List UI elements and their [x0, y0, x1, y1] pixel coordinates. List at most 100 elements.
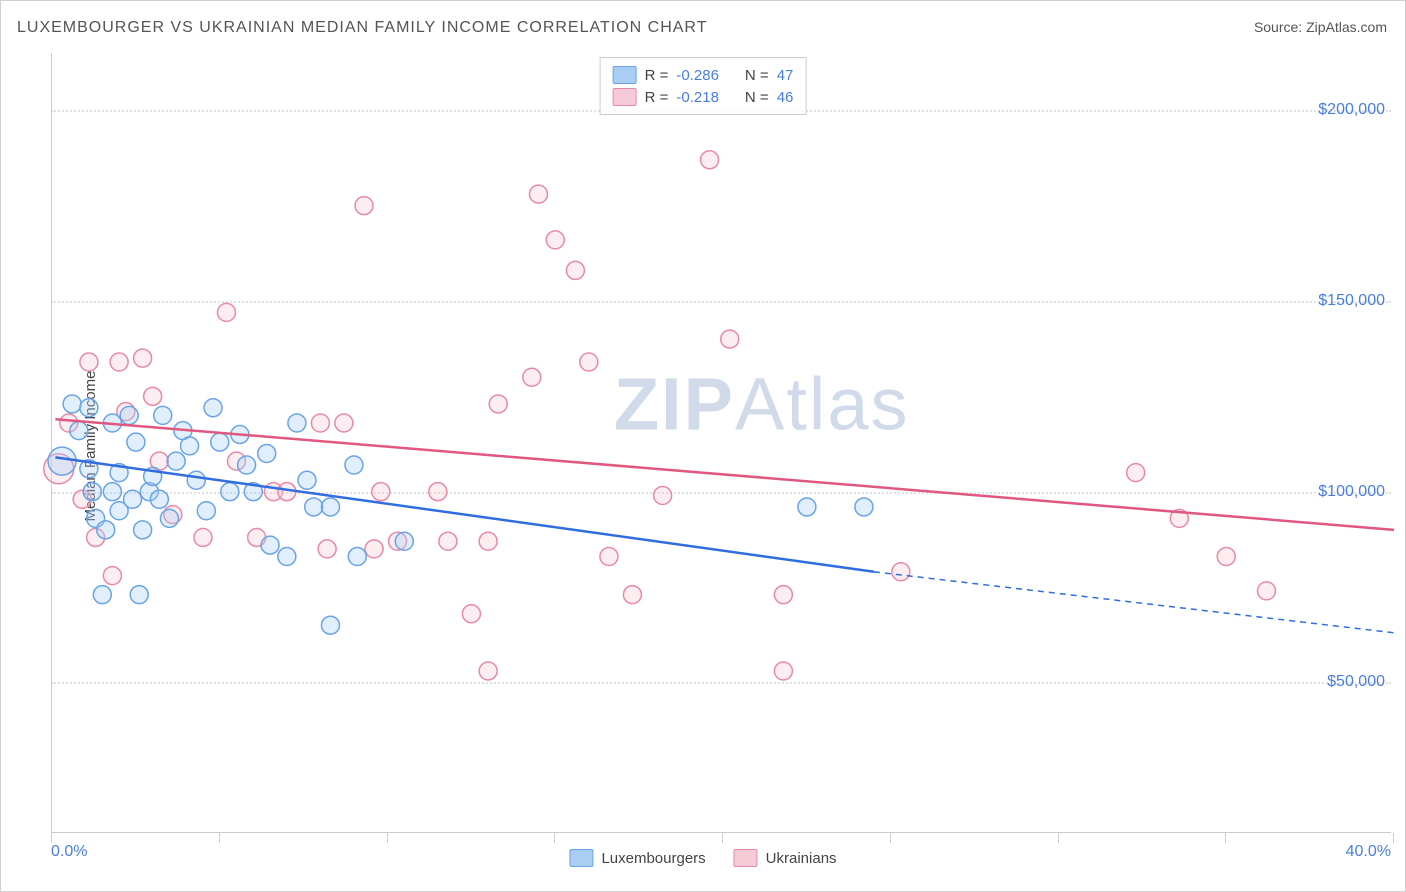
x-tick-mark [1393, 833, 1394, 843]
scatter-point [204, 399, 222, 417]
scatter-point [80, 353, 98, 371]
scatter-point [103, 567, 121, 585]
scatter-point [110, 353, 128, 371]
scatter-point [144, 387, 162, 405]
scatter-point [298, 471, 316, 489]
scatter-point [365, 540, 383, 558]
scatter-point [97, 521, 115, 539]
scatter-point [80, 399, 98, 417]
scatter-point [462, 605, 480, 623]
chart-container: LUXEMBOURGER VS UKRAINIAN MEDIAN FAMILY … [0, 0, 1406, 892]
scatter-point [348, 548, 366, 566]
scatter-point [479, 532, 497, 550]
r-label: R = [645, 89, 669, 106]
scatter-point [134, 521, 152, 539]
scatter-point [130, 586, 148, 604]
scatter-point [580, 353, 598, 371]
scatter-point [217, 303, 235, 321]
scatter-point [261, 536, 279, 554]
legend-swatch [613, 88, 637, 106]
scatter-point [48, 447, 76, 475]
scatter-point [395, 532, 413, 550]
x-tick-mark [554, 833, 555, 843]
correlation-legend-row: R = -0.286 N = 47 [613, 64, 794, 86]
scatter-point [187, 471, 205, 489]
scatter-point [70, 422, 88, 440]
scatter-point [258, 445, 276, 463]
scatter-point [355, 197, 373, 215]
scatter-point [83, 483, 101, 501]
scatter-point [600, 548, 618, 566]
n-value: 47 [777, 67, 794, 84]
x-max-label: 40.0% [1346, 843, 1391, 861]
scatter-point [288, 414, 306, 432]
x-tick-mark [51, 833, 52, 843]
scatter-point [345, 456, 363, 474]
x-tick-mark [387, 833, 388, 843]
x-tick-mark [219, 833, 220, 843]
x-min-label: 0.0% [51, 843, 87, 861]
scatter-point [318, 540, 336, 558]
scatter-point [93, 586, 111, 604]
r-label: R = [645, 67, 669, 84]
scatter-point [221, 483, 239, 501]
legend-swatch [734, 849, 758, 867]
r-value: -0.286 [676, 67, 719, 84]
series-legend: Luxembourgers Ukrainians [569, 849, 836, 867]
scatter-point [63, 395, 81, 413]
scatter-point [181, 437, 199, 455]
scatter-point [167, 452, 185, 470]
scatter-point [892, 563, 910, 581]
scatter-point [134, 349, 152, 367]
scatter-point [654, 486, 672, 504]
scatter-point [439, 532, 457, 550]
scatter-point [798, 498, 816, 516]
scatter-point [305, 498, 323, 516]
scatter-point [154, 406, 172, 424]
legend-swatch [569, 849, 593, 867]
scatter-point [855, 498, 873, 516]
scatter-point [160, 509, 178, 527]
scatter-point [127, 433, 145, 451]
x-tick-mark [1225, 833, 1226, 843]
scatter-point [429, 483, 447, 501]
scatter-point [721, 330, 739, 348]
scatter-point [774, 662, 792, 680]
scatter-point [479, 662, 497, 680]
scatter-point [194, 528, 212, 546]
scatter-point [120, 406, 138, 424]
trendline [55, 419, 1394, 530]
scatter-point [150, 490, 168, 508]
chart-title: LUXEMBOURGER VS UKRAINIAN MEDIAN FAMILY … [17, 19, 707, 37]
n-value: 46 [777, 89, 794, 106]
scatter-point [211, 433, 229, 451]
plot-area: ZIPAtlas [51, 53, 1391, 833]
scatter-point [489, 395, 507, 413]
scatter-point [103, 483, 121, 501]
legend-item: Luxembourgers [569, 849, 705, 867]
scatter-point [238, 456, 256, 474]
scatter-point [335, 414, 353, 432]
r-value: -0.218 [676, 89, 719, 106]
legend-label: Ukrainians [766, 850, 837, 867]
scatter-point [124, 490, 142, 508]
scatter-point [278, 548, 296, 566]
scatter-point [1258, 582, 1276, 600]
scatter-point [321, 498, 339, 516]
scatter-point [1127, 464, 1145, 482]
scatter-point [372, 483, 390, 501]
correlation-legend: R =-0.286N =47R =-0.218N =46 [600, 57, 807, 115]
x-tick-mark [722, 833, 723, 843]
source-label: Source: ZipAtlas.com [1254, 19, 1387, 35]
n-label: N = [745, 67, 769, 84]
legend-swatch [613, 66, 637, 84]
correlation-legend-row: R =-0.218N =46 [613, 86, 794, 108]
scatter-point [197, 502, 215, 520]
scatter-point [311, 414, 329, 432]
scatter-point [701, 151, 719, 169]
legend-label: Luxembourgers [601, 850, 705, 867]
scatter-point [523, 368, 541, 386]
scatter-point [774, 586, 792, 604]
x-tick-mark [1058, 833, 1059, 843]
scatter-point [546, 231, 564, 249]
